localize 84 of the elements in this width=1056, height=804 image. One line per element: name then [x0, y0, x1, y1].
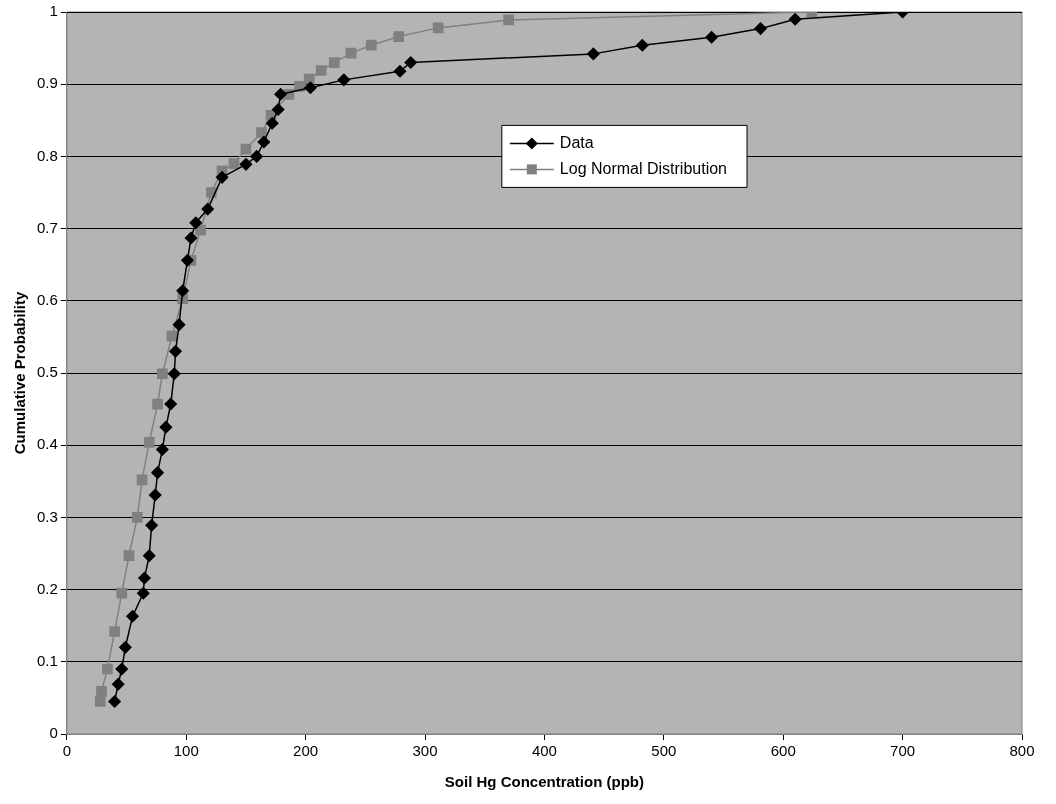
point [256, 127, 267, 138]
point [215, 171, 229, 184]
y-tick-label: 0 [49, 724, 58, 742]
point [116, 587, 128, 599]
point [142, 549, 156, 562]
y-tick-label: 0.6 [36, 290, 58, 308]
point [274, 88, 287, 101]
x-tick-label: 600 [770, 742, 796, 760]
point [393, 64, 407, 78]
point [587, 47, 600, 61]
point [393, 31, 405, 42]
x-tick-label: 400 [531, 742, 557, 760]
point [189, 216, 203, 230]
point [228, 158, 240, 169]
point [156, 443, 169, 456]
x-tick-label: 300 [412, 742, 438, 760]
point [119, 641, 132, 654]
point [271, 103, 285, 116]
point [337, 73, 351, 87]
y-tick-label: 0.3 [36, 507, 58, 525]
x-tick-label: 100 [173, 742, 199, 760]
y-tick-label: 0.2 [36, 579, 58, 597]
point [176, 284, 189, 297]
point [404, 56, 417, 69]
y-tick-label: 0.1 [36, 651, 58, 669]
point [172, 318, 186, 331]
point [201, 202, 214, 216]
y-tick-label: 0.7 [36, 218, 58, 236]
point [166, 330, 178, 342]
legend-label: Data [559, 133, 594, 151]
point [159, 420, 173, 434]
point [328, 57, 340, 68]
legend-label: Log Normal Distribution [559, 159, 728, 177]
point [123, 550, 135, 562]
point [184, 231, 198, 245]
point [137, 586, 150, 600]
point [265, 116, 279, 130]
x-tick-label: 0 [62, 742, 72, 760]
y-tick-label: 0.5 [36, 363, 58, 381]
y-axis-title: Cumulative Probability [11, 291, 29, 455]
y-tick-label: 0.9 [36, 74, 58, 92]
point [94, 696, 106, 707]
point [250, 150, 263, 163]
point [168, 367, 181, 380]
point [705, 31, 718, 44]
point [503, 14, 514, 26]
point [636, 38, 649, 52]
point [240, 143, 252, 155]
point [148, 488, 162, 502]
point [115, 662, 129, 676]
x-axis-title: Soil Hg Concentration (ppb) [444, 773, 644, 791]
point [345, 47, 357, 59]
point [102, 663, 113, 675]
point [788, 12, 802, 26]
point [304, 81, 317, 95]
y-tick-label: 0.4 [36, 435, 58, 453]
point [131, 512, 143, 523]
point [111, 677, 125, 691]
x-tick-label: 200 [293, 742, 319, 760]
y-tick-label: 1 [49, 2, 58, 20]
point [143, 436, 155, 448]
point [151, 466, 164, 479]
point [152, 398, 163, 410]
point [315, 65, 327, 76]
point [126, 610, 139, 623]
point [109, 626, 120, 637]
point [108, 695, 121, 708]
point [239, 158, 253, 171]
point [96, 686, 107, 697]
point [432, 22, 444, 34]
point [138, 571, 151, 585]
point [365, 39, 377, 51]
point [157, 368, 168, 380]
point [164, 397, 177, 411]
x-tick-label: 500 [651, 742, 677, 760]
point [303, 73, 315, 85]
point [145, 519, 158, 532]
x-tick-label: 800 [1009, 742, 1035, 760]
point [169, 345, 182, 358]
point [181, 254, 194, 267]
x-tick-label: 700 [890, 742, 916, 760]
y-tick-label: 0.8 [36, 146, 58, 164]
point [257, 135, 271, 149]
point [754, 22, 767, 35]
